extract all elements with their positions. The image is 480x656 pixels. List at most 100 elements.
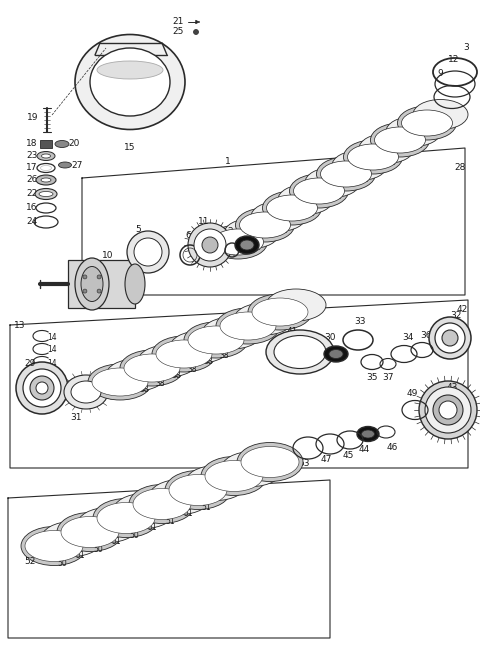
Text: 51: 51 <box>201 502 211 512</box>
Text: 21: 21 <box>172 18 184 26</box>
Ellipse shape <box>202 237 218 253</box>
Ellipse shape <box>329 350 343 358</box>
Ellipse shape <box>30 376 54 400</box>
Text: 51: 51 <box>75 552 85 560</box>
Ellipse shape <box>93 499 159 537</box>
Text: 51: 51 <box>165 516 175 525</box>
Ellipse shape <box>97 289 101 293</box>
Ellipse shape <box>386 117 441 146</box>
Ellipse shape <box>251 201 306 232</box>
Text: 7: 7 <box>286 216 290 224</box>
Ellipse shape <box>40 165 51 171</box>
Text: 37: 37 <box>382 373 394 382</box>
Text: 7: 7 <box>231 249 237 258</box>
Text: 14: 14 <box>47 371 57 380</box>
Ellipse shape <box>77 508 139 543</box>
Text: 26: 26 <box>26 176 38 184</box>
Ellipse shape <box>237 443 303 482</box>
Text: 8: 8 <box>255 243 260 252</box>
Ellipse shape <box>133 489 191 520</box>
Text: 2: 2 <box>227 228 233 237</box>
Text: 35: 35 <box>366 373 378 382</box>
Text: 10: 10 <box>102 251 114 260</box>
Ellipse shape <box>170 331 230 363</box>
Ellipse shape <box>134 238 162 266</box>
Ellipse shape <box>129 485 195 523</box>
Text: 14: 14 <box>47 346 57 354</box>
Ellipse shape <box>332 150 387 180</box>
Ellipse shape <box>97 275 101 279</box>
Ellipse shape <box>75 258 109 310</box>
Ellipse shape <box>240 212 290 238</box>
Ellipse shape <box>293 178 345 204</box>
Text: 16: 16 <box>26 203 38 213</box>
Ellipse shape <box>55 140 69 148</box>
Ellipse shape <box>266 289 326 321</box>
Ellipse shape <box>127 231 169 273</box>
Text: 12: 12 <box>448 56 460 64</box>
Ellipse shape <box>240 240 254 250</box>
Text: 38: 38 <box>203 358 213 367</box>
Ellipse shape <box>21 527 87 565</box>
Ellipse shape <box>124 354 180 382</box>
Text: 7: 7 <box>339 182 345 190</box>
Ellipse shape <box>75 35 185 129</box>
Ellipse shape <box>205 461 263 491</box>
Ellipse shape <box>439 401 457 419</box>
Ellipse shape <box>194 229 226 261</box>
Ellipse shape <box>156 340 212 368</box>
Ellipse shape <box>289 174 348 208</box>
Ellipse shape <box>138 345 198 377</box>
Text: 30: 30 <box>324 333 336 342</box>
Ellipse shape <box>90 48 170 116</box>
Text: 8: 8 <box>417 141 422 150</box>
Text: 38: 38 <box>187 365 197 373</box>
Text: 42: 42 <box>456 306 468 314</box>
Ellipse shape <box>185 466 247 501</box>
Ellipse shape <box>419 381 477 439</box>
Ellipse shape <box>371 123 430 157</box>
Ellipse shape <box>83 275 87 279</box>
Text: 6: 6 <box>185 230 191 239</box>
Ellipse shape <box>41 522 103 556</box>
Ellipse shape <box>36 382 48 394</box>
Ellipse shape <box>188 326 244 354</box>
Ellipse shape <box>208 225 267 259</box>
Ellipse shape <box>201 457 267 495</box>
Text: 38: 38 <box>219 350 229 359</box>
Ellipse shape <box>401 110 453 136</box>
Text: 50: 50 <box>129 531 139 539</box>
Ellipse shape <box>235 236 259 254</box>
Text: 25: 25 <box>172 28 184 37</box>
Ellipse shape <box>71 381 101 403</box>
Ellipse shape <box>234 303 294 335</box>
Ellipse shape <box>125 264 145 304</box>
Ellipse shape <box>357 426 379 441</box>
Ellipse shape <box>202 317 262 349</box>
Text: 19: 19 <box>27 113 39 123</box>
Ellipse shape <box>397 106 456 140</box>
Ellipse shape <box>39 192 53 197</box>
Ellipse shape <box>361 430 374 438</box>
Ellipse shape <box>97 61 163 79</box>
Text: 38: 38 <box>139 386 149 394</box>
Ellipse shape <box>64 375 108 409</box>
Ellipse shape <box>97 502 155 533</box>
Text: 48: 48 <box>180 495 192 504</box>
Text: 38: 38 <box>155 379 165 388</box>
Ellipse shape <box>278 184 333 215</box>
Text: 38: 38 <box>171 371 181 380</box>
Text: 8: 8 <box>309 209 314 218</box>
Ellipse shape <box>274 335 326 369</box>
Text: 8: 8 <box>336 192 341 201</box>
Ellipse shape <box>221 451 283 487</box>
Ellipse shape <box>61 516 119 548</box>
Ellipse shape <box>266 195 317 221</box>
Ellipse shape <box>57 512 123 552</box>
Ellipse shape <box>248 294 312 330</box>
Text: 49: 49 <box>406 388 418 398</box>
Text: 51: 51 <box>147 523 157 533</box>
Text: 50: 50 <box>93 544 103 554</box>
Text: 51: 51 <box>111 537 121 546</box>
Text: 24: 24 <box>26 218 37 226</box>
